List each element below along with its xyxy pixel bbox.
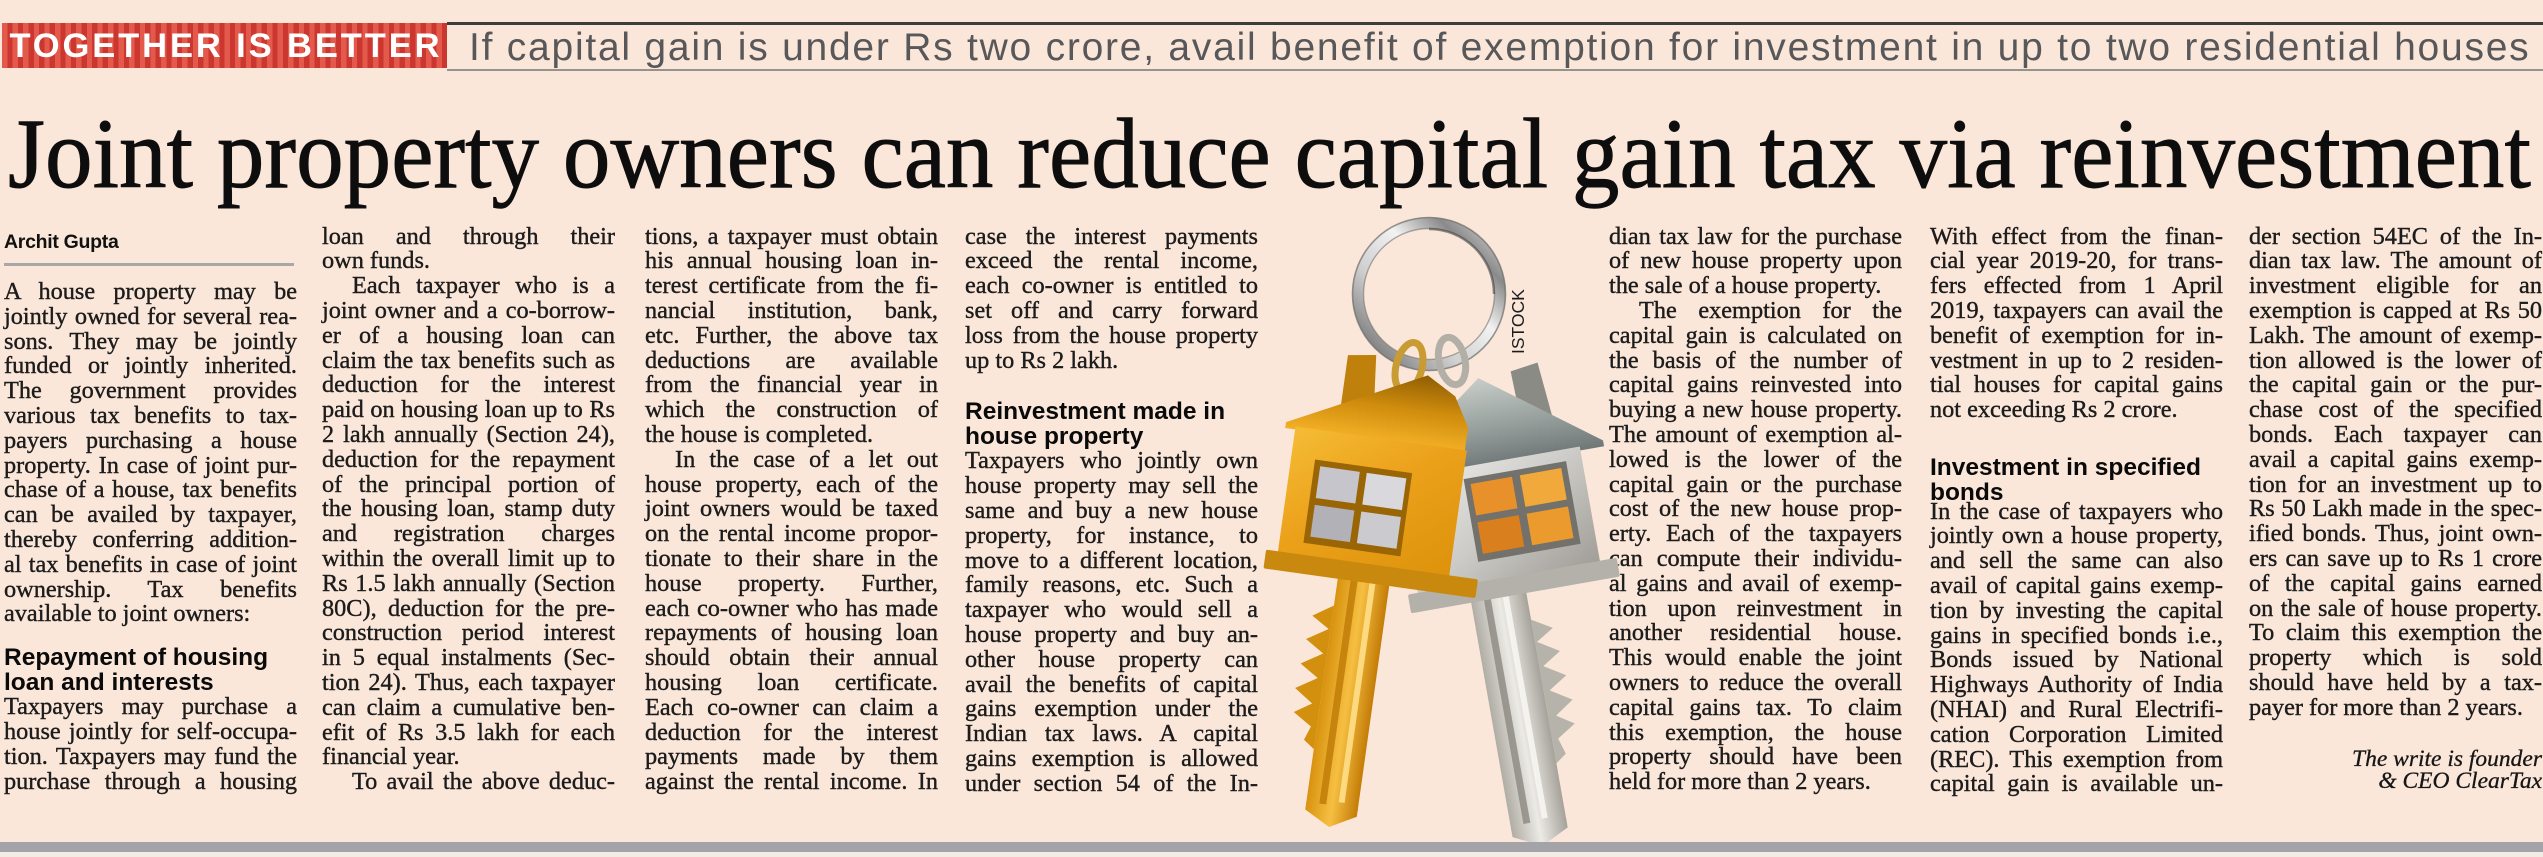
- svg-text:ISTOCK: ISTOCK: [1508, 289, 1528, 354]
